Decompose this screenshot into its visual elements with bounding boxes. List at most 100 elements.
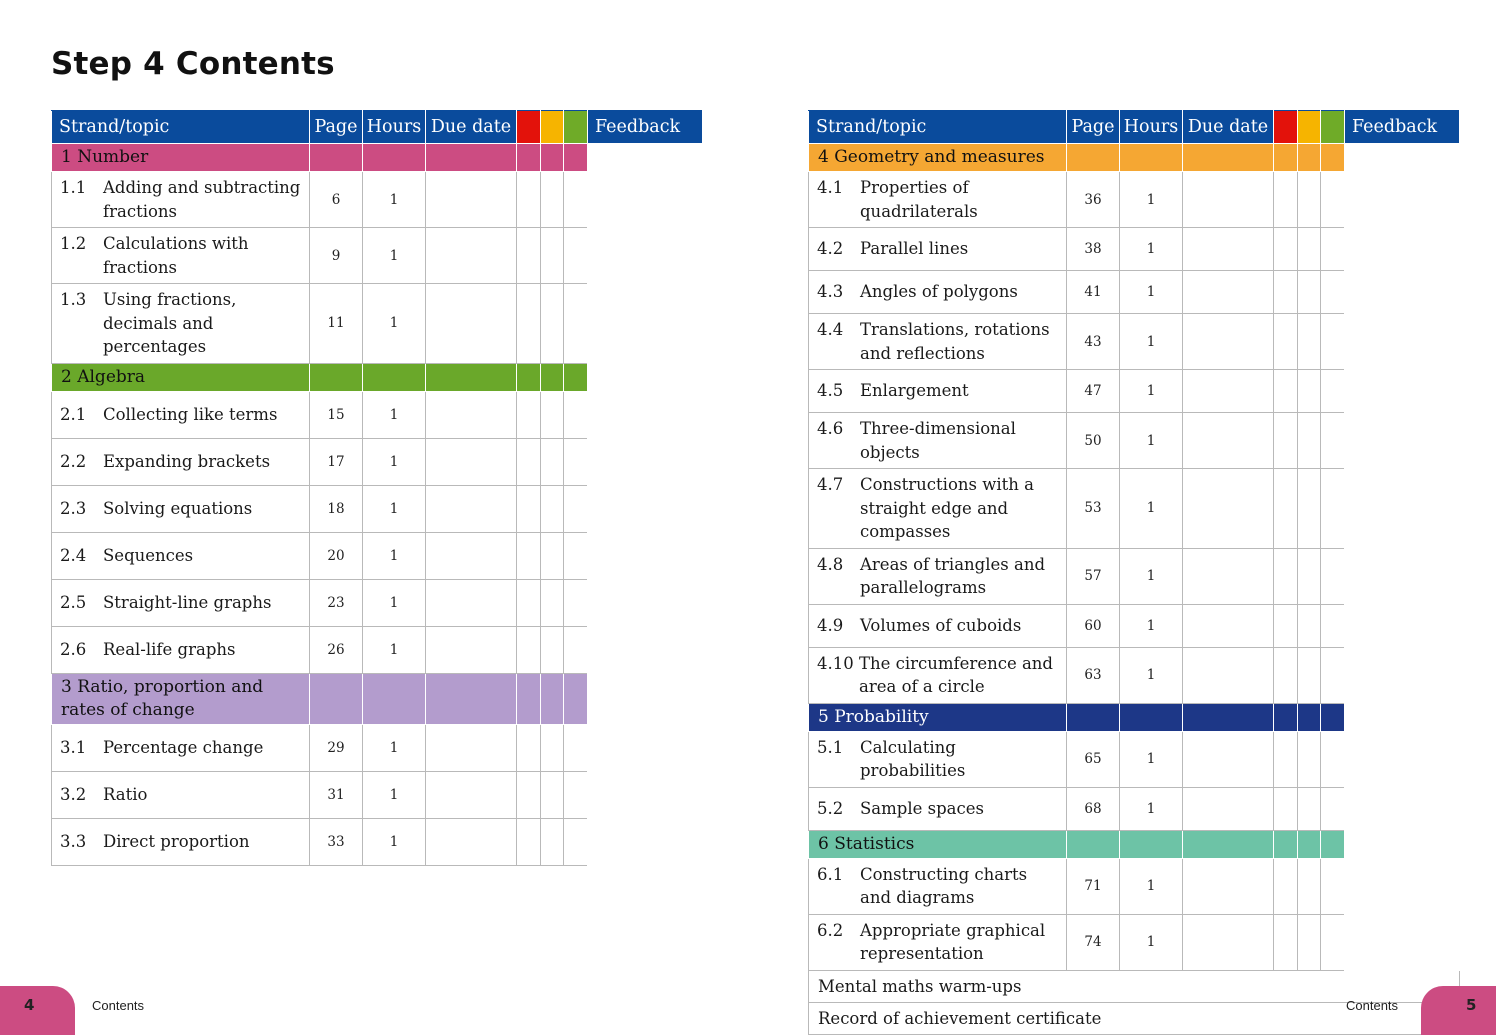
due-date-cell[interactable] (425, 283, 517, 364)
red-rating-cell[interactable] (1273, 547, 1298, 605)
red-rating-cell[interactable] (1273, 603, 1298, 648)
due-date-cell[interactable] (1182, 547, 1274, 605)
red-rating-cell[interactable] (1273, 270, 1298, 314)
amber-rating-cell[interactable] (1297, 313, 1321, 370)
due-date-cell[interactable] (425, 437, 517, 486)
green-rating-cell[interactable] (1320, 547, 1345, 605)
green-rating-cell[interactable] (1320, 412, 1345, 469)
due-date-cell[interactable] (1182, 646, 1274, 704)
due-date-cell[interactable] (1182, 270, 1274, 314)
due-date-cell[interactable] (425, 531, 517, 580)
green-rating-cell[interactable] (563, 578, 588, 627)
due-date-cell[interactable] (425, 723, 517, 772)
amber-rating-cell[interactable] (1297, 547, 1321, 605)
due-date-cell[interactable] (1182, 913, 1274, 971)
green-rating-cell[interactable] (1320, 270, 1345, 314)
due-date-cell[interactable] (425, 817, 517, 866)
green-rating-cell[interactable] (563, 283, 588, 364)
green-rating-cell[interactable] (1320, 857, 1345, 915)
amber-rating-cell[interactable] (540, 817, 564, 866)
red-rating-cell[interactable] (1273, 468, 1298, 549)
amber-rating-cell[interactable] (1297, 730, 1321, 788)
red-rating-cell[interactable] (516, 625, 541, 674)
due-date-cell[interactable] (1182, 468, 1274, 549)
feedback-box[interactable] (587, 672, 703, 866)
due-date-cell[interactable] (425, 484, 517, 533)
red-rating-cell[interactable] (516, 437, 541, 486)
green-rating-cell[interactable] (1320, 786, 1345, 831)
due-date-cell[interactable] (1182, 313, 1274, 370)
due-date-cell[interactable] (1182, 603, 1274, 648)
amber-rating-cell[interactable] (1297, 857, 1321, 915)
red-rating-cell[interactable] (516, 817, 541, 866)
red-rating-cell[interactable] (1273, 646, 1298, 704)
green-rating-cell[interactable] (563, 770, 588, 819)
feedback-box[interactable] (1344, 143, 1460, 704)
green-rating-cell[interactable] (563, 484, 588, 533)
due-date-cell[interactable] (425, 770, 517, 819)
amber-rating-cell[interactable] (540, 531, 564, 580)
red-rating-cell[interactable] (516, 227, 541, 284)
amber-rating-cell[interactable] (540, 578, 564, 627)
green-rating-cell[interactable] (1320, 171, 1345, 228)
amber-rating-cell[interactable] (1297, 603, 1321, 648)
green-rating-cell[interactable] (1320, 913, 1345, 971)
amber-rating-cell[interactable] (540, 437, 564, 486)
red-rating-cell[interactable] (1273, 786, 1298, 831)
due-date-cell[interactable] (1182, 786, 1274, 831)
due-date-cell[interactable] (1182, 730, 1274, 788)
amber-rating-cell[interactable] (1297, 369, 1321, 413)
due-date-cell[interactable] (425, 578, 517, 627)
green-rating-cell[interactable] (1320, 369, 1345, 413)
green-rating-cell[interactable] (563, 817, 588, 866)
red-rating-cell[interactable] (516, 484, 541, 533)
red-rating-cell[interactable] (516, 578, 541, 627)
amber-rating-cell[interactable] (1297, 913, 1321, 971)
due-date-cell[interactable] (425, 390, 517, 439)
green-rating-cell[interactable] (563, 531, 588, 580)
amber-rating-cell[interactable] (1297, 412, 1321, 469)
green-rating-cell[interactable] (1320, 730, 1345, 788)
red-rating-cell[interactable] (1273, 412, 1298, 469)
amber-rating-cell[interactable] (1297, 786, 1321, 831)
feedback-box[interactable] (587, 143, 703, 364)
red-rating-cell[interactable] (516, 283, 541, 364)
due-date-cell[interactable] (1182, 227, 1274, 271)
feedback-box[interactable] (1344, 829, 1460, 971)
green-rating-cell[interactable] (563, 390, 588, 439)
green-rating-cell[interactable] (1320, 313, 1345, 370)
green-rating-cell[interactable] (563, 723, 588, 772)
red-rating-cell[interactable] (1273, 313, 1298, 370)
green-rating-cell[interactable] (563, 625, 588, 674)
amber-rating-cell[interactable] (540, 227, 564, 284)
red-rating-cell[interactable] (516, 171, 541, 228)
green-rating-cell[interactable] (1320, 227, 1345, 271)
green-rating-cell[interactable] (1320, 646, 1345, 704)
amber-rating-cell[interactable] (540, 625, 564, 674)
due-date-cell[interactable] (1182, 171, 1274, 228)
red-rating-cell[interactable] (516, 770, 541, 819)
amber-rating-cell[interactable] (1297, 646, 1321, 704)
red-rating-cell[interactable] (1273, 369, 1298, 413)
red-rating-cell[interactable] (1273, 171, 1298, 228)
green-rating-cell[interactable] (563, 171, 588, 228)
red-rating-cell[interactable] (516, 723, 541, 772)
amber-rating-cell[interactable] (540, 390, 564, 439)
due-date-cell[interactable] (425, 171, 517, 228)
due-date-cell[interactable] (425, 625, 517, 674)
red-rating-cell[interactable] (1273, 730, 1298, 788)
feedback-box[interactable] (587, 362, 703, 674)
due-date-cell[interactable] (425, 227, 517, 284)
amber-rating-cell[interactable] (540, 283, 564, 364)
feedback-box[interactable] (1344, 702, 1460, 831)
red-rating-cell[interactable] (1273, 913, 1298, 971)
amber-rating-cell[interactable] (540, 484, 564, 533)
red-rating-cell[interactable] (1273, 227, 1298, 271)
amber-rating-cell[interactable] (1297, 270, 1321, 314)
amber-rating-cell[interactable] (1297, 227, 1321, 271)
red-rating-cell[interactable] (516, 531, 541, 580)
amber-rating-cell[interactable] (1297, 171, 1321, 228)
green-rating-cell[interactable] (563, 227, 588, 284)
amber-rating-cell[interactable] (1297, 468, 1321, 549)
green-rating-cell[interactable] (563, 437, 588, 486)
